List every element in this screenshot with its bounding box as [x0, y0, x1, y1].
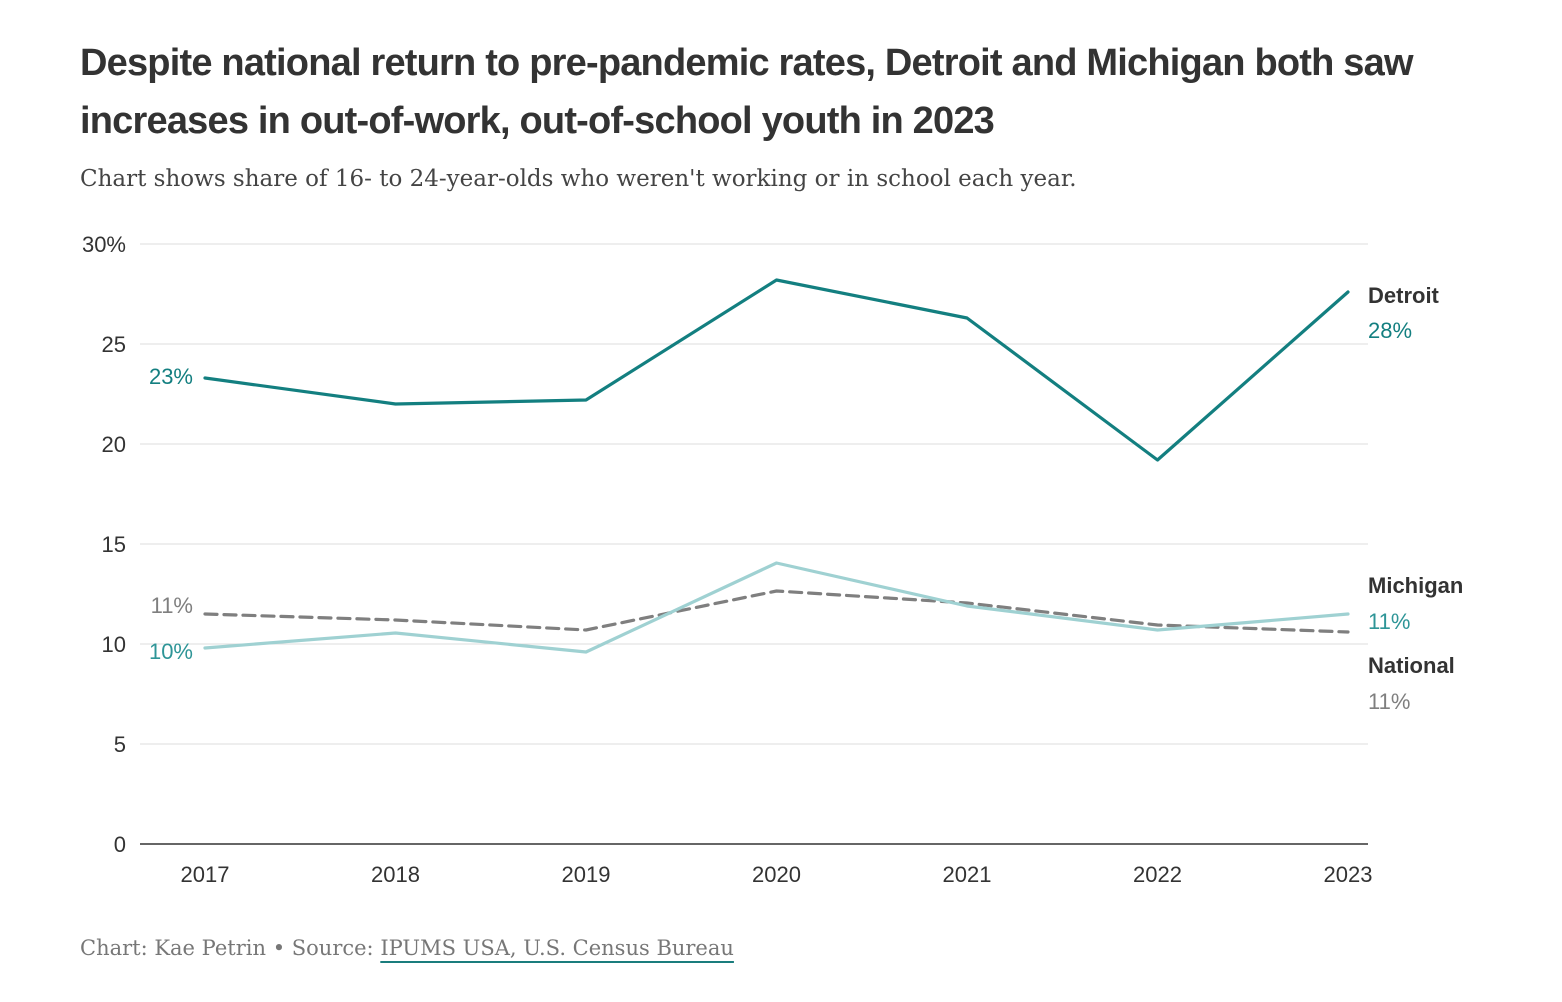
y-tick-label: 30% — [82, 232, 126, 257]
source-label: Source: — [291, 936, 374, 960]
end-name-national: National — [1368, 653, 1455, 678]
x-tick-label: 2020 — [752, 862, 801, 887]
x-tick-label: 2017 — [181, 862, 230, 887]
end-value-national: 11% — [1368, 689, 1410, 714]
end-value-detroit: 28% — [1368, 318, 1412, 343]
source-link[interactable]: IPUMS USA, U.S. Census Bureau — [380, 936, 734, 960]
chart-footer: Chart: Kae Petrin • Source: IPUMS USA, U… — [80, 936, 734, 960]
x-tick-label: 2019 — [562, 862, 611, 887]
x-tick-label: 2022 — [1133, 862, 1182, 887]
x-axis-ticks: 2017 2018 2019 2020 2021 2022 2023 — [181, 862, 1373, 887]
footer-separator: • — [272, 936, 286, 960]
y-tick-label: 15 — [102, 532, 126, 557]
start-label-michigan: 10% — [149, 639, 193, 664]
end-name-michigan: Michigan — [1368, 573, 1463, 598]
end-name-detroit: Detroit — [1368, 283, 1440, 308]
series-lines — [203, 278, 1350, 654]
x-tick-label: 2021 — [943, 862, 992, 887]
chart-title: Despite national return to pre-pandemic … — [80, 42, 1414, 142]
series-line-michigan — [203, 561, 1350, 654]
y-tick-label: 5 — [114, 732, 126, 757]
series-labels: 23% 10% 11% Detroit 28% Michigan 11% National 11… — [149, 283, 1463, 714]
gridlines — [140, 243, 1368, 845]
series-line-national — [203, 589, 1350, 634]
chart-credit: Chart: Kae Petrin — [80, 936, 266, 960]
y-tick-label: 25 — [102, 332, 126, 357]
series-line-detroit — [203, 278, 1350, 462]
start-label-detroit: 23% — [149, 364, 193, 389]
x-tick-label: 2023 — [1324, 862, 1373, 887]
y-tick-label: 20 — [102, 432, 126, 457]
start-label-national: 11% — [151, 593, 193, 618]
x-tick-label: 2018 — [371, 862, 420, 887]
chart-subtitle: Chart shows share of 16- to 24-year-olds… — [80, 166, 1077, 192]
end-value-michigan: 11% — [1368, 609, 1410, 634]
y-tick-label: 0 — [114, 832, 126, 857]
y-axis-ticks: 0 5 10 15 20 25 30% — [82, 232, 126, 857]
y-tick-label: 10 — [102, 632, 126, 657]
